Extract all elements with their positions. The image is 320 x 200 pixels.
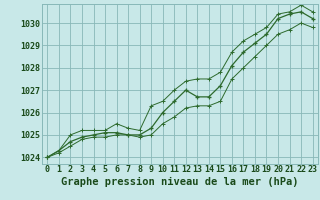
X-axis label: Graphe pression niveau de la mer (hPa): Graphe pression niveau de la mer (hPa)	[61, 177, 299, 187]
